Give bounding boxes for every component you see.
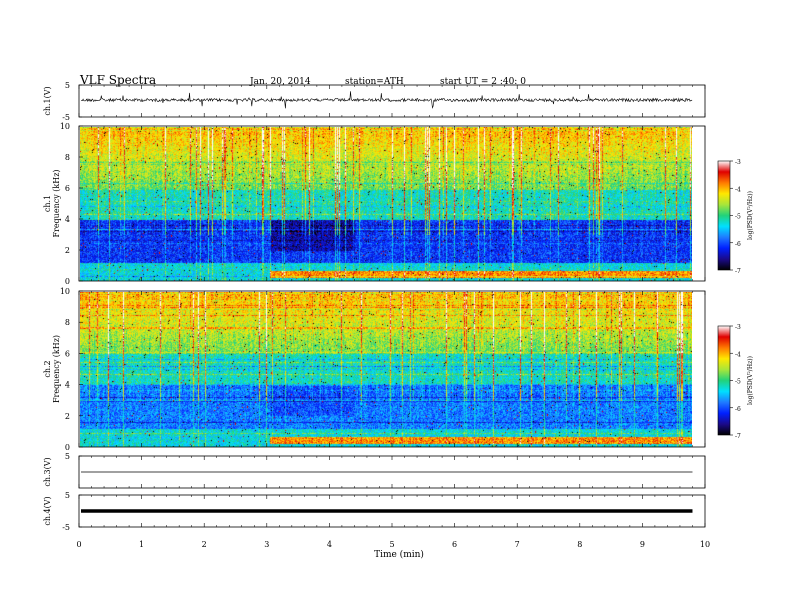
cbar2-tick-label: -6	[735, 406, 741, 413]
ch1-spectrogram-panel: 0 2 4 6 8 10 ch.1 Frequency (kHz)	[43, 122, 706, 286]
spec2-ytick-label: 8	[65, 318, 70, 327]
ch1-spectrogram-image	[80, 127, 692, 281]
spec1-ytick-label: 2	[65, 246, 70, 255]
ch4-ytick-label: 5	[65, 491, 70, 500]
cbar2-tick-label: -3	[735, 324, 741, 331]
ch2-spectrogram-image	[80, 292, 692, 447]
time-axis: 0 1 2 3 4 5 6 7 8 9 10	[76, 540, 710, 549]
time-tick-label: 8	[577, 540, 582, 549]
ch2-colorbar: -3 -4 -5 -6 -7 log(PSD(V²/Hz))	[717, 324, 754, 440]
ch4-ytick-label: -5	[62, 523, 70, 532]
ch1-ytick-label: 5	[65, 81, 70, 90]
time-tick-label: 6	[452, 540, 457, 549]
ch3-ytick-label: 5	[65, 452, 70, 461]
ch1-waveform-panel: 5 -5 ch.1(V)	[43, 81, 706, 122]
cbar2-tick-label: -7	[735, 433, 741, 440]
spec2-ylabel: ch.2	[43, 360, 52, 377]
spec1-frame	[78, 125, 706, 282]
ch4-ylabel: ch.4(V)	[43, 496, 52, 525]
spec2-ytick-label: 10	[60, 287, 70, 296]
cbar1-tick-label: -4	[735, 186, 741, 193]
spec1-ylabel: Frequency (kHz)	[52, 169, 61, 237]
ch1-ytick-label: -5	[62, 113, 70, 122]
cbar2-bar	[717, 325, 731, 436]
time-axis-label: Time (min)	[374, 549, 424, 560]
ch3-waveform-panel: 5 ch.3(V)	[43, 452, 706, 489]
cbar1-label: log(PSD(V²/Hz))	[747, 191, 754, 240]
station-label: station=ATH	[345, 77, 404, 87]
time-tick-label: 0	[76, 540, 81, 549]
cbar1-tick-label: -5	[735, 214, 741, 221]
date-label: Jan. 20, 2014	[249, 77, 311, 87]
spec2-ytick-label: 2	[65, 412, 70, 421]
spec2-ylabel: Frequency (kHz)	[52, 335, 61, 403]
time-tick-label: 2	[202, 540, 207, 549]
cbar2-label: log(PSD(V²/Hz))	[747, 356, 754, 405]
cbar1-tick-label: -6	[735, 241, 741, 248]
time-tick-label: 9	[640, 540, 645, 549]
spec1-ytick-label: 8	[65, 153, 70, 162]
cbar1-bar	[717, 160, 731, 271]
start-time-label: start UT = 2 :40: 0	[440, 77, 526, 87]
time-tick-label: 1	[139, 540, 144, 549]
time-tick-label: 7	[515, 540, 520, 549]
cbar2-tick-label: -5	[735, 379, 741, 386]
ch4-waveform-panel: 5 -5 ch.4(V)	[43, 491, 706, 532]
time-tick-label: 3	[264, 540, 269, 549]
ch1-ylabel: ch.1(V)	[43, 86, 52, 115]
ch1-trace	[80, 91, 693, 109]
cbar1-tick-label: -3	[735, 159, 741, 166]
spec1-ytick-label: 4	[65, 215, 70, 224]
cbar2-tick-label: -4	[735, 351, 741, 358]
spec2-frame	[78, 290, 706, 448]
ch1-colorbar: -3 -4 -5 -6 -7 log(PSD(V²/Hz))	[717, 159, 754, 275]
spec1-ytick-label: 10	[60, 122, 70, 131]
time-tick-label: 10	[700, 540, 710, 549]
spec1-ytick-label: 0	[65, 277, 70, 286]
spec1-ytick-label: 6	[65, 184, 70, 193]
figure-title: VLF Spectra	[79, 73, 156, 87]
time-tick-label: 5	[389, 540, 394, 549]
spec2-ytick-label: 4	[65, 381, 70, 390]
ch3-ylabel: ch.3(V)	[43, 457, 52, 486]
spec2-ytick-label: 6	[65, 349, 70, 358]
ch2-spectrogram-panel: 0 2 4 6 8 10 ch.2 Frequency (kHz)	[43, 287, 706, 452]
time-tick-label: 4	[327, 540, 332, 549]
cbar1-tick-label: -7	[735, 268, 741, 275]
spec1-ylabel: ch.1	[43, 195, 52, 212]
spec2-ytick-label: 0	[65, 443, 70, 452]
